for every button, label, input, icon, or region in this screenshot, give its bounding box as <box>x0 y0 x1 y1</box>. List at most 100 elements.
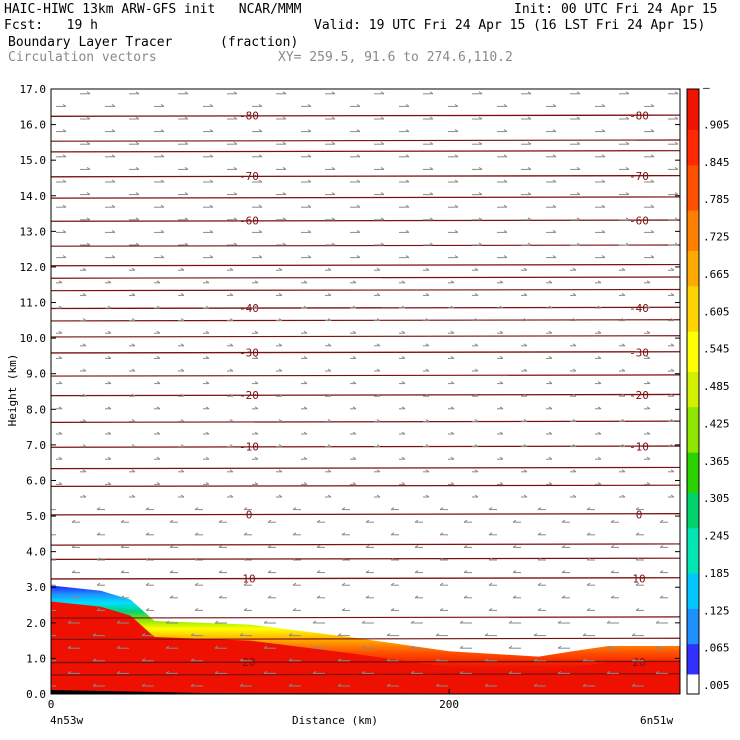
wind-vector-head <box>131 368 136 372</box>
wind-vector-head <box>361 620 366 624</box>
contour-label: -30 <box>629 346 649 359</box>
colorbar-segment <box>687 295 699 302</box>
y-tick-label: 11.0 <box>20 297 47 310</box>
colorbar-segment <box>687 104 699 110</box>
wind-vector-head <box>120 570 125 574</box>
wind-vector-head <box>62 129 67 133</box>
wind-vector-head <box>503 204 508 208</box>
colorbar-segment <box>687 467 699 473</box>
contour-line <box>51 139 680 142</box>
colorbar-segment <box>687 492 699 498</box>
wind-vector-head <box>58 406 63 410</box>
colorbar-segment <box>687 411 699 418</box>
wind-vector-head <box>586 532 591 536</box>
wind-vector-head <box>474 292 479 296</box>
wind-vector-head <box>390 607 395 611</box>
colorbar-segment <box>687 215 699 221</box>
wind-vector-head <box>288 633 293 637</box>
wind-vector-head <box>572 292 577 296</box>
wind-vector-head <box>278 343 283 347</box>
colorbar-label: .365 <box>703 455 730 468</box>
wind-vector-head <box>243 557 248 561</box>
wind-vector-head <box>303 431 308 435</box>
wind-vector-head <box>331 166 336 170</box>
wind-vector-head <box>533 683 538 687</box>
colorbar-segment <box>687 416 699 423</box>
wind-vector-head <box>145 507 150 511</box>
colorbar-segment <box>687 527 699 534</box>
wind-vector-head <box>71 544 76 548</box>
wind-vector-head <box>361 670 366 674</box>
wind-vector-head <box>646 456 651 460</box>
wind-vector-head <box>120 544 125 548</box>
wind-vector-head <box>169 519 174 523</box>
wind-vector-head <box>537 607 542 611</box>
wind-vector-head <box>610 544 615 548</box>
wind-vector-head <box>160 204 165 208</box>
wind-vector-head <box>307 229 312 233</box>
wind-vector-head <box>523 318 528 322</box>
wind-vector-head <box>450 355 455 359</box>
wind-vector-head <box>425 418 430 422</box>
wind-vector-head <box>307 154 312 158</box>
wind-vector-head <box>352 330 357 334</box>
colorbar-segment <box>687 320 699 327</box>
colorbar-segment <box>687 562 699 569</box>
colorbar-label: .845 <box>703 156 730 169</box>
wind-vector-head <box>316 544 321 548</box>
wind-vector-head <box>218 544 223 548</box>
wind-vector-head <box>439 582 444 586</box>
wind-vector-head <box>674 242 679 246</box>
wind-vector-head <box>527 116 532 120</box>
wind-vector-head <box>62 255 67 259</box>
wind-vector-head <box>239 683 244 687</box>
wind-vector-head <box>303 280 308 284</box>
wind-vector-head <box>58 456 63 460</box>
wind-vector-head <box>107 381 112 385</box>
colorbar-label: – <box>703 81 710 94</box>
wind-vector-head <box>463 570 468 574</box>
wind-vector-head <box>655 670 660 674</box>
wind-vector-head <box>356 179 361 183</box>
contour-line <box>51 244 680 247</box>
temperature-contours: 20 20 10 10 0 0 -10 -10 -20 -20 -30 -30 -40 -40 -60 -60… <box>51 110 680 676</box>
wind-vector-head <box>582 658 587 662</box>
wind-vector-head <box>107 481 112 485</box>
wind-vector-head <box>214 670 219 674</box>
colorbar-segment <box>687 255 699 262</box>
wind-vector-head <box>512 570 517 574</box>
wind-vector-head <box>523 469 528 473</box>
wind-vector-head <box>576 192 581 196</box>
wind-vector-head <box>361 645 366 649</box>
wind-vector-head <box>659 544 664 548</box>
wind-vector-head <box>410 645 415 649</box>
colorbar-segment <box>687 593 699 599</box>
wind-vector-head <box>229 292 234 296</box>
cross-section-endpoints: XY= 259.5, 91.6 to 274.6,110.2 <box>278 50 513 65</box>
wind-vector-head <box>258 154 263 158</box>
wind-vector-head <box>488 507 493 511</box>
colorbar-label: .065 <box>703 642 730 655</box>
wind-vector-head <box>533 633 538 637</box>
colorbar-segment <box>687 633 699 640</box>
wind-vector-head <box>58 355 63 359</box>
wind-vector-head <box>405 229 410 233</box>
wind-vector-head <box>111 204 116 208</box>
wind-vector-head <box>474 368 479 372</box>
colorbar-segment <box>687 139 699 146</box>
wind-vector-head <box>621 494 626 498</box>
wind-vector-head <box>111 154 116 158</box>
colorbar-segment <box>687 270 699 277</box>
colorbar-label: .245 <box>703 530 730 543</box>
wind-vector-head <box>194 607 199 611</box>
wind-vector-head <box>548 280 553 284</box>
wind-vector-head <box>111 179 116 183</box>
wind-vector-head <box>380 166 385 170</box>
wind-vector-head <box>233 116 238 120</box>
contour-line <box>51 616 680 619</box>
wind-vector-head <box>135 242 140 246</box>
wind-vector-head <box>190 683 195 687</box>
wind-vector-head <box>218 570 223 574</box>
wind-vector-head <box>646 280 651 284</box>
wind-vector-head <box>474 444 479 448</box>
